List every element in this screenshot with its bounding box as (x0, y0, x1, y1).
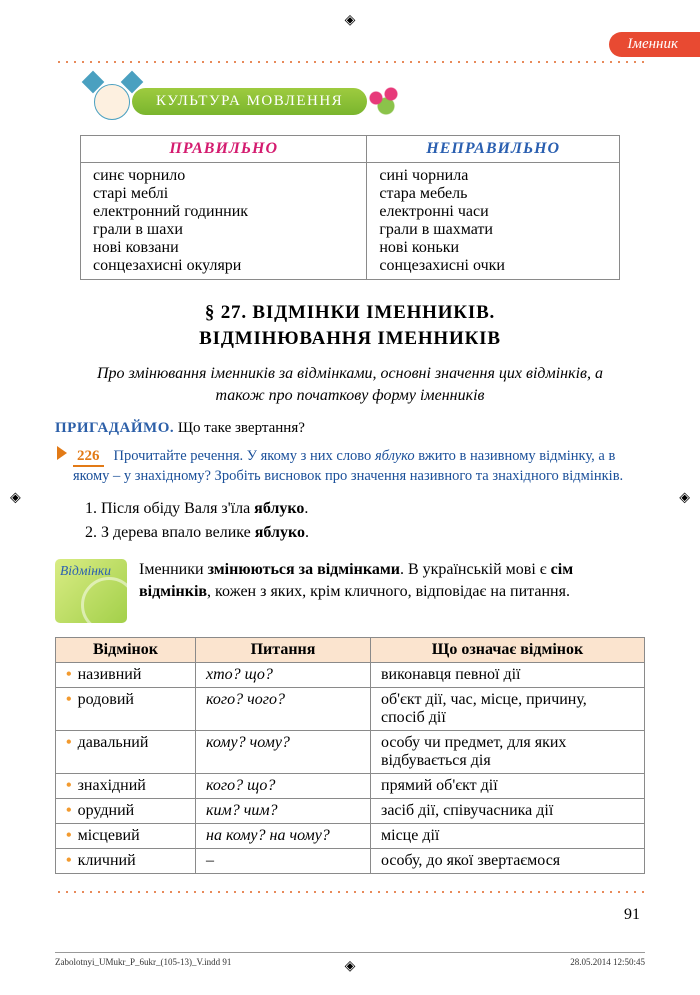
footer-rule (55, 952, 645, 953)
info-tag: Відмінки (55, 559, 127, 623)
cases-th-2: Питання (196, 638, 371, 663)
flower-icon (361, 82, 411, 122)
culture-banner-label: КУЛЬТУРА МОВЛЕННЯ (132, 88, 367, 115)
exercise-block: 226 Прочитайте речення. У якому з них сл… (55, 447, 645, 545)
cases-table: Відмінок Питання Що означає відмінок •на… (55, 637, 645, 874)
section-intro: Про змінювання іменників за відмінками, … (75, 363, 625, 406)
correct-incorrect-table: ПРАВИЛЬНО НЕПРАВИЛЬНО синє чорнило старі… (80, 135, 620, 280)
section-heading: § 27. ВІДМІНКИ ІМЕННИКІВ. ВІДМІНЮВАННЯ І… (55, 300, 645, 351)
page-number: 91 (55, 906, 645, 924)
footer-timestamp: 28.05.2014 12:50:45 (570, 957, 645, 967)
divider-dots-bottom (55, 890, 645, 894)
girl-icon (85, 74, 140, 129)
recall-label: ПРИГАДАЙМО. (55, 420, 174, 436)
footer-file: Zabolotnyi_UMukr_P_6ukr_(105-13)_V.indd … (55, 957, 231, 967)
table-row: •знахіднийкого? що?прямий об'єкт дії (56, 774, 645, 799)
compare-correct-cell: синє чорнило старі меблі електронний год… (81, 163, 367, 280)
compare-incorrect-cell: сині чорнила стара мебель електронні час… (367, 163, 620, 280)
cases-th-3: Що означає відмінок (371, 638, 645, 663)
table-row: •місцевийна кому? на чому?місце дії (56, 824, 645, 849)
cases-th-1: Відмінок (56, 638, 196, 663)
divider-dots-top (55, 60, 645, 64)
crop-mark-bottom: ◈ (345, 958, 356, 975)
table-row: •оруднийким? чим?засіб дії, співучасника… (56, 799, 645, 824)
page-content: КУЛЬТУРА МОВЛЕННЯ ПРАВИЛЬНО НЕПРАВИЛЬНО … (0, 0, 700, 954)
culture-banner: КУЛЬТУРА МОВЛЕННЯ (85, 74, 645, 129)
table-row: •кличний–особу, до якої звертаємося (56, 849, 645, 874)
info-box: Відмінки Іменники змінюються за відмінка… (55, 559, 645, 623)
table-row: •називнийхто? що?виконавця певної дії (56, 663, 645, 688)
table-row: •родовийкого? чого?об'єкт дії, час, місц… (56, 688, 645, 731)
exercise-number: 226 (73, 448, 104, 467)
table-row: •давальнийкому? чому?особу чи предмет, д… (56, 731, 645, 774)
exercise-sentences: 1. Після обіду Валя з'їла яблуко. 2. З д… (85, 497, 645, 545)
recall-row: ПРИГАДАЙМО. Що таке звертання? (55, 420, 645, 437)
recall-question: Що таке звертання? (178, 420, 305, 436)
th-correct: ПРАВИЛЬНО (81, 136, 367, 163)
info-body: Іменники змінюються за відмінками. В укр… (139, 559, 645, 604)
exercise-text: Прочитайте речення. У якому з них слово … (73, 448, 623, 484)
th-incorrect: НЕПРАВИЛЬНО (367, 136, 620, 163)
